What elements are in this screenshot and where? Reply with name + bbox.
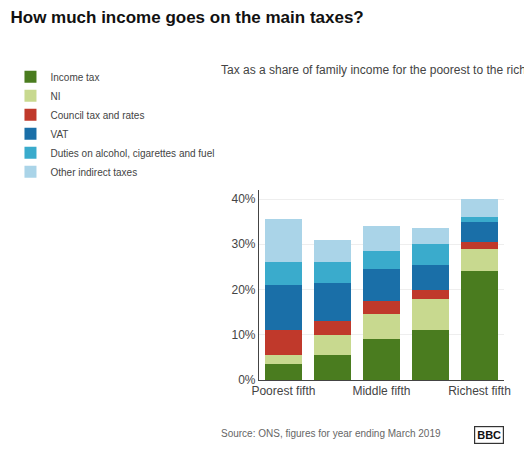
- svg-text:VAT: VAT: [50, 129, 68, 140]
- svg-text:10%: 10%: [231, 328, 255, 342]
- svg-text:30%: 30%: [231, 237, 255, 251]
- svg-text:Source: ONS, figures for year: Source: ONS, figures for year ending Mar…: [221, 428, 441, 439]
- svg-text:BBC: BBC: [477, 429, 501, 441]
- svg-text:40%: 40%: [231, 192, 255, 206]
- svg-text:Income tax: Income tax: [50, 72, 99, 83]
- svg-text:How much income goes on the ma: How much income goes on the main taxes?: [10, 8, 363, 27]
- svg-text:20%: 20%: [231, 283, 255, 297]
- svg-text:Council tax and rates: Council tax and rates: [50, 110, 144, 121]
- svg-text:0%: 0%: [238, 373, 256, 387]
- svg-text:Poorest fifth: Poorest fifth: [251, 384, 315, 398]
- svg-text:NI: NI: [50, 91, 60, 102]
- svg-text:Other indirect taxes: Other indirect taxes: [50, 167, 137, 178]
- svg-text:Tax as a share of family incom: Tax as a share of family income for the …: [221, 63, 524, 77]
- svg-text:Middle fifth: Middle fifth: [352, 384, 410, 398]
- svg-text:Duties on alcohol, cigarettes: Duties on alcohol, cigarettes and fuel: [50, 148, 214, 159]
- svg-text:Richest fifth: Richest fifth: [448, 384, 511, 398]
